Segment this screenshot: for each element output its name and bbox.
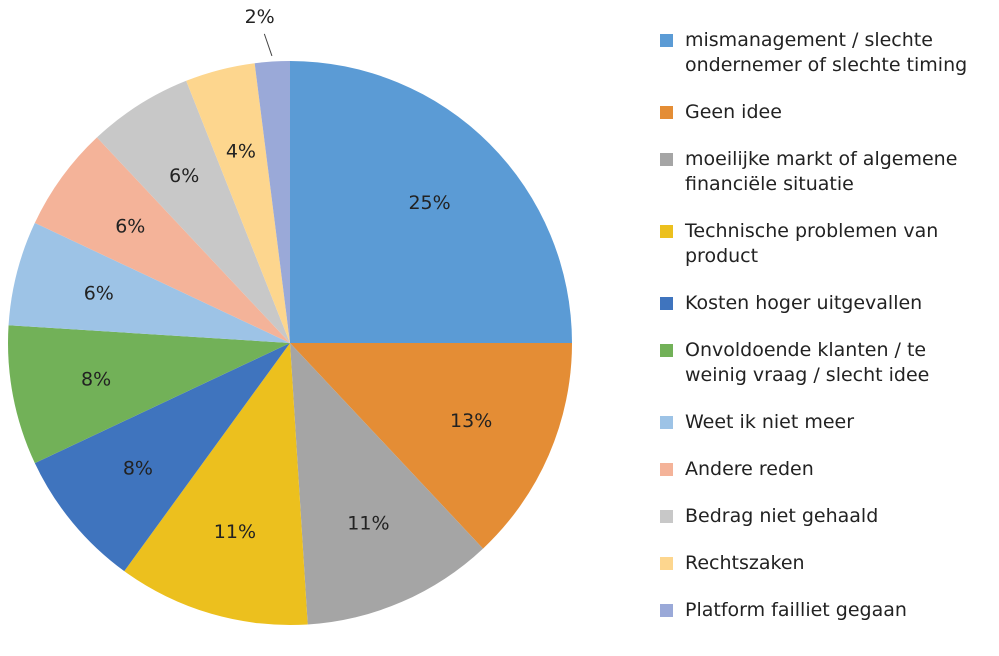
data-label: 6% xyxy=(169,165,199,187)
legend-swatch xyxy=(660,106,673,119)
data-label: 2% xyxy=(245,6,275,28)
pie-slice xyxy=(290,343,484,625)
data-label: 25% xyxy=(408,192,450,214)
legend-label: Andere reden xyxy=(685,458,814,480)
legend-swatch xyxy=(660,604,673,617)
legend-label: Bedrag niet gehaald xyxy=(685,505,879,527)
legend-swatch xyxy=(660,34,673,47)
pie-slice xyxy=(34,343,290,572)
pie-slice xyxy=(34,137,290,343)
legend-label: mismanagement / slechte ondernemer of sl… xyxy=(685,29,968,76)
legend-item: mismanagement / slechte ondernemer of sl… xyxy=(660,28,985,78)
legend-swatch xyxy=(660,225,673,238)
data-label: 11% xyxy=(347,513,389,535)
pie-slice xyxy=(290,343,572,549)
pie-slice xyxy=(7,325,290,464)
legend-swatch xyxy=(660,463,673,476)
legend-label: Technische problemen van product xyxy=(685,220,939,267)
legend-item: moeilijke markt of algemene financiële s… xyxy=(660,147,985,197)
pie-slice xyxy=(96,80,290,343)
data-label: 4% xyxy=(226,140,256,162)
pie-slice xyxy=(186,63,290,343)
pie-slice xyxy=(124,343,308,625)
data-label: 11% xyxy=(214,521,256,543)
pie-slice xyxy=(8,222,291,343)
data-label: 8% xyxy=(123,457,153,479)
legend-label: Onvoldoende klanten / te weinig vraag / … xyxy=(685,339,930,386)
legend-swatch xyxy=(660,557,673,570)
legend-item: Weet ik niet meer xyxy=(660,410,985,435)
legend-label: Platform failliet gegaan xyxy=(685,599,907,621)
legend-item: Andere reden xyxy=(660,457,985,482)
data-label: 13% xyxy=(450,410,492,432)
legend-item: Platform failliet gegaan xyxy=(660,598,985,623)
data-label: 8% xyxy=(81,368,111,390)
pie-slice xyxy=(254,61,290,343)
legend-item: Rechtszaken xyxy=(660,551,985,576)
legend-swatch xyxy=(660,153,673,166)
legend-item: Bedrag niet gehaald xyxy=(660,504,985,529)
leader-line xyxy=(263,33,273,57)
legend-label: moeilijke markt of algemene financiële s… xyxy=(685,148,958,195)
legend-swatch xyxy=(660,416,673,429)
legend-swatch xyxy=(660,344,673,357)
legend-item: Technische problemen van product xyxy=(660,219,985,269)
legend-label: Geen idee xyxy=(685,101,782,123)
legend-swatch xyxy=(660,297,673,310)
data-label: 6% xyxy=(115,215,145,237)
legend: mismanagement / slechte ondernemer of sl… xyxy=(660,28,985,623)
legend-label: Rechtszaken xyxy=(685,552,805,574)
legend-swatch xyxy=(660,510,673,523)
pie-slice xyxy=(290,61,572,343)
legend-label: Kosten hoger uitgevallen xyxy=(685,292,923,314)
legend-item: Onvoldoende klanten / te weinig vraag / … xyxy=(660,338,985,388)
data-label: 6% xyxy=(84,282,114,304)
legend-label: Weet ik niet meer xyxy=(685,411,855,433)
legend-item: Geen idee xyxy=(660,100,985,125)
legend-item: Kosten hoger uitgevallen xyxy=(660,291,985,316)
